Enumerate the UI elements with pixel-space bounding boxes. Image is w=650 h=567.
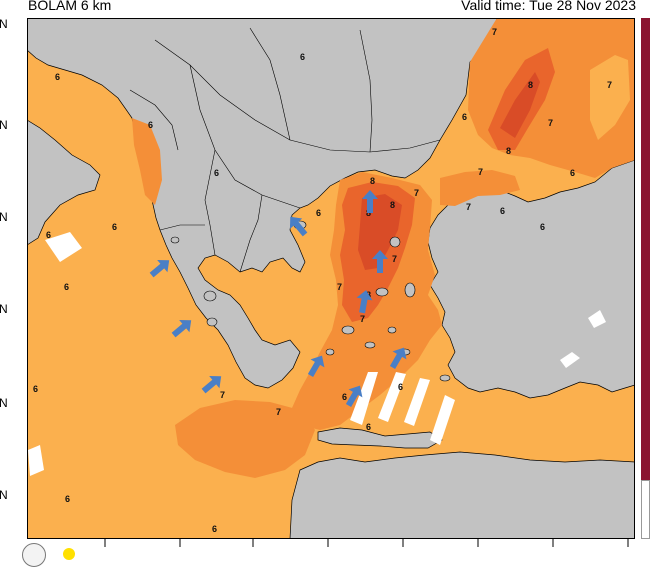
land-africa <box>289 451 635 539</box>
svg-text:6: 6 <box>212 524 217 534</box>
svg-text:7: 7 <box>414 188 419 198</box>
svg-text:7: 7 <box>607 80 612 90</box>
country-borders <box>129 27 441 273</box>
land-italy <box>27 119 101 246</box>
wind-arrow-icon <box>372 250 388 273</box>
islands <box>170 220 451 382</box>
wind-arrow-icon <box>171 319 192 338</box>
svg-text:6: 6 <box>316 208 321 218</box>
svg-text:6: 6 <box>64 282 69 292</box>
svg-text:6: 6 <box>342 392 347 402</box>
colorbar-empty <box>641 480 650 539</box>
wind-arrow-icon <box>307 355 325 378</box>
svg-text:6: 6 <box>462 112 467 122</box>
svg-text:6: 6 <box>300 52 305 62</box>
lat-label: N <box>0 17 8 31</box>
lat-label: N <box>0 302 8 316</box>
svg-text:6: 6 <box>214 168 219 178</box>
wind-arrow-icon <box>289 216 308 237</box>
valid-time: Valid time: Tue 28 Nov 2023 <box>461 0 636 13</box>
svg-text:7: 7 <box>337 282 342 292</box>
svg-text:6: 6 <box>540 222 545 232</box>
svg-text:7: 7 <box>276 407 281 417</box>
svg-text:7: 7 <box>392 254 397 264</box>
svg-text:8: 8 <box>506 146 511 156</box>
wind-arrows <box>149 190 407 408</box>
institution-logo <box>22 543 46 567</box>
svg-text:6: 6 <box>112 222 117 232</box>
svg-text:6: 6 <box>570 168 575 178</box>
lat-label: N <box>0 210 8 224</box>
svg-text:6: 6 <box>366 422 371 432</box>
svg-text:6: 6 <box>55 72 60 82</box>
colorbar <box>641 18 650 480</box>
yellow-logo <box>63 548 75 560</box>
wind-arrow-icon <box>389 347 407 370</box>
wind-arrow-icon <box>345 385 363 408</box>
svg-text:6: 6 <box>398 382 403 392</box>
model-title: BOLAM 6 km <box>28 0 112 13</box>
svg-text:6: 6 <box>65 494 70 504</box>
svg-text:7: 7 <box>478 167 483 177</box>
svg-text:7: 7 <box>360 314 365 324</box>
lat-label: N <box>0 396 8 410</box>
lat-label: N <box>0 488 8 502</box>
ionian-band-7 <box>175 400 315 478</box>
land-crete <box>317 427 443 449</box>
svg-text:7: 7 <box>466 202 471 212</box>
svg-text:7: 7 <box>548 118 553 128</box>
wind-arrow-icon <box>356 290 373 314</box>
lat-label: N <box>0 118 8 132</box>
no-data-streaks <box>28 232 606 476</box>
svg-text:8: 8 <box>390 200 395 210</box>
longitude-ticks <box>104 539 629 547</box>
wind-arrow-icon <box>149 259 170 278</box>
svg-text:6: 6 <box>148 120 153 130</box>
wind-arrow-icon <box>362 190 378 213</box>
svg-text:6: 6 <box>500 206 505 216</box>
svg-text:6: 6 <box>46 230 51 240</box>
svg-text:6: 6 <box>33 384 38 394</box>
svg-text:7: 7 <box>492 27 497 37</box>
svg-text:8: 8 <box>528 80 533 90</box>
wind-arrow-icon <box>201 375 222 394</box>
svg-text:7: 7 <box>220 390 225 400</box>
land-turkey <box>427 159 635 399</box>
svg-text:8: 8 <box>370 176 375 186</box>
